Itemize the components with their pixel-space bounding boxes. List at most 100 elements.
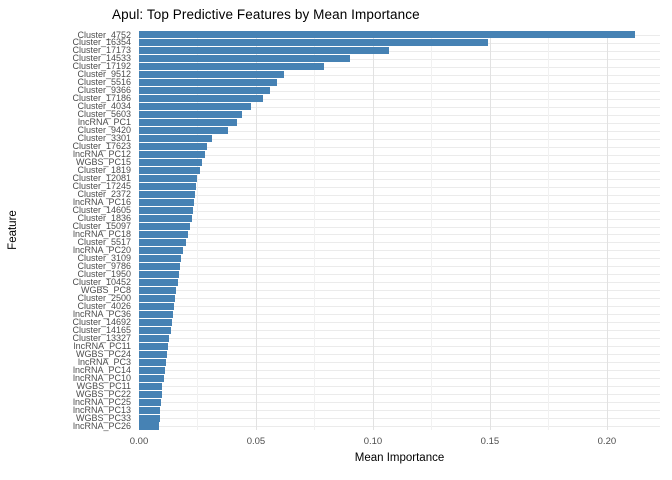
bar (139, 238, 186, 246)
y-tick-label: Cluster_4752 (77, 29, 131, 40)
bar (139, 63, 324, 71)
gridline-row (139, 418, 660, 420)
y-tick-label: lncRNA_PC18 (72, 228, 131, 239)
bar (139, 47, 390, 55)
gridline-row (139, 170, 660, 172)
gridline-major (255, 31, 257, 430)
bar (139, 302, 175, 310)
gridline-minor (548, 31, 550, 430)
gridline-row (139, 130, 660, 132)
bar (139, 262, 180, 270)
gridline-row (139, 234, 660, 236)
bar (139, 207, 193, 215)
y-tick-label: Cluster_12081 (72, 173, 131, 184)
y-tick-label: Cluster_14533 (72, 53, 131, 64)
bar (139, 167, 200, 175)
y-tick-label: Cluster_4034 (77, 101, 131, 112)
bar (139, 183, 197, 191)
y-tick-label: WGBS_PC22 (75, 388, 131, 399)
bar (139, 151, 205, 159)
y-tick-label: Cluster_1819 (77, 165, 131, 176)
gridline-row (139, 426, 660, 427)
y-tick-label: WGBS_PC15 (75, 157, 131, 168)
gridline-row (139, 50, 660, 52)
bar (139, 390, 163, 398)
gridline-row (139, 138, 660, 140)
y-tick-label: lncRNA_PC3 (77, 356, 131, 367)
bar (139, 366, 165, 374)
gridline-major (489, 31, 491, 430)
y-tick-label: Cluster_9366 (77, 85, 131, 96)
y-tick-label: Cluster_3301 (77, 133, 131, 144)
y-tick-label: Cluster_5517 (77, 236, 131, 247)
bar (139, 127, 228, 135)
gridline-major (606, 31, 608, 430)
bar (139, 326, 171, 334)
bar (139, 71, 285, 79)
bar (139, 278, 178, 286)
y-tick-label: lncRNA_PC1 (77, 117, 131, 128)
bar (139, 230, 189, 238)
bar (139, 382, 163, 390)
gridline-row (139, 266, 660, 268)
gridline-row (139, 114, 660, 116)
bar (139, 318, 172, 326)
x-tick-label: 0.00 (129, 436, 149, 447)
x-tick-label: 0.20 (597, 436, 617, 447)
y-tick-label: lncRNA_PC11 (73, 340, 131, 351)
y-tick-label: lncRNA_PC13 (72, 404, 131, 415)
bar (139, 159, 203, 167)
y-tick-label: Cluster_1836 (77, 213, 131, 224)
gridline-row (139, 370, 660, 372)
y-tick-label: Cluster_9786 (77, 260, 131, 271)
y-tick-label: Cluster_17623 (72, 141, 131, 152)
gridline-row (139, 218, 660, 220)
y-tick-label: Cluster_14605 (72, 205, 131, 216)
y-tick-label: lncRNA_PC14 (72, 364, 131, 375)
x-tick-label: 0.15 (480, 436, 500, 447)
y-tick-label: lncRNA_PC25 (72, 396, 131, 407)
bar (139, 55, 350, 63)
gridline-row (139, 282, 660, 284)
x-tick-label: 0.05 (246, 436, 266, 447)
y-tick-label: Cluster_5516 (77, 77, 131, 88)
bar (139, 143, 207, 151)
gridline-row (139, 90, 660, 92)
y-tick-label: lncRNA_PC16 (72, 197, 131, 208)
y-tick-label: Cluster_10452 (72, 276, 131, 287)
y-tick-label: lncRNA_PC26 (72, 420, 131, 431)
bar (139, 31, 635, 39)
gridline-minor (431, 31, 433, 430)
bar (139, 103, 252, 111)
bar (139, 358, 166, 366)
gridline-major (372, 31, 374, 430)
gridline-row (139, 242, 660, 244)
bar (139, 39, 488, 47)
x-axis-title: Mean Importance (354, 452, 445, 464)
gridline-row (139, 202, 660, 204)
bar (139, 286, 177, 294)
y-tick-label: Cluster_13327 (72, 332, 131, 343)
bar (139, 342, 169, 350)
bar (139, 398, 162, 406)
gridline-row (139, 346, 660, 348)
y-tick-label: Cluster_9420 (77, 125, 131, 136)
y-tick-label: Cluster_15097 (72, 221, 131, 231)
chart-panel (139, 31, 660, 430)
bar (139, 199, 194, 207)
gridline-row (139, 322, 660, 324)
bar (139, 414, 161, 422)
y-tick-label: Cluster_9512 (77, 69, 131, 80)
gridline-row (139, 186, 660, 188)
gridline-row (139, 98, 660, 100)
y-tick-label: WGBS_PC11 (76, 380, 131, 391)
y-tick-label: Cluster_16354 (72, 37, 131, 48)
chart-title: Apul: Top Predictive Features by Mean Im… (112, 7, 420, 22)
bar (139, 310, 173, 318)
bar (139, 254, 182, 262)
gridline-row (139, 378, 660, 380)
gridline-row (139, 250, 660, 252)
gridline-row (139, 402, 660, 404)
bar (139, 350, 168, 358)
